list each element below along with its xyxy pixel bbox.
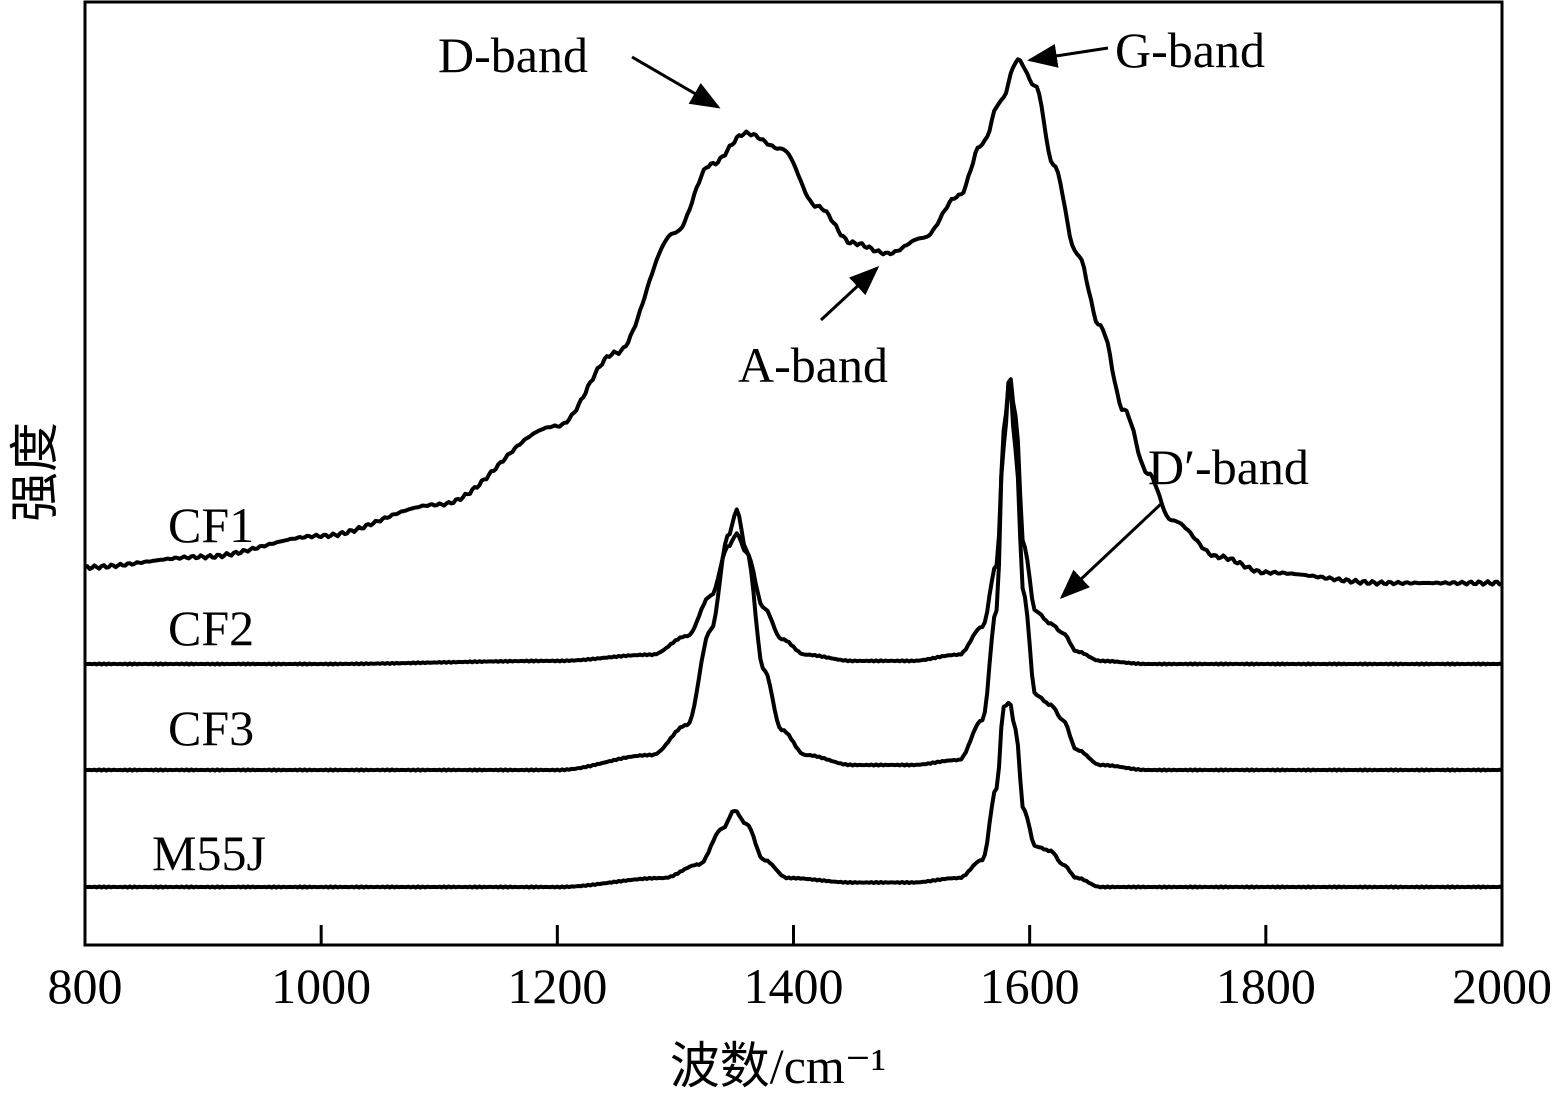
spectrum-lines — [84, 57, 1503, 890]
x-tick-label: 1600 — [980, 958, 1080, 1014]
x-axis-ticks: 800 1000 1200 1400 1600 1800 2000 — [48, 925, 1552, 1014]
series-line-cf3 — [84, 382, 1503, 773]
x-tick-label: 1000 — [271, 958, 371, 1014]
band-annotations: D-band G-band A-band D′-band — [438, 22, 1309, 600]
series-line-cf2 — [84, 377, 1503, 667]
annotation-arrow-aband — [819, 265, 880, 322]
annotation-label-gband: G-band — [1115, 22, 1265, 78]
annotation-arrow-dband — [1059, 501, 1164, 600]
y-axis-label: 强度 — [7, 422, 63, 522]
annotation-arrow-gband — [1027, 44, 1109, 68]
annotation-arrow-dband — [631, 55, 721, 109]
series-label-cf2: CF2 — [168, 600, 254, 656]
series-line-cf1 — [84, 57, 1503, 587]
series-label-m55j: M55J — [152, 825, 266, 881]
annotation-label-dband: D-band — [438, 27, 588, 83]
x-tick-label: 1200 — [507, 958, 607, 1014]
series-line-m55j — [84, 701, 1503, 890]
x-tick-label: 800 — [48, 958, 123, 1014]
x-tick-label: 2000 — [1452, 958, 1552, 1014]
series-label-cf1: CF1 — [168, 497, 254, 553]
x-tick-label: 1800 — [1216, 958, 1316, 1014]
series-label-cf3: CF3 — [168, 700, 254, 756]
annotation-label-dband: D′-band — [1148, 439, 1309, 495]
x-axis-label: 波数/cm⁻¹ — [670, 1038, 886, 1094]
x-tick-label: 1400 — [744, 958, 844, 1014]
annotation-label-aband: A-band — [738, 337, 888, 393]
series-labels: CF1 CF2 CF3 M55J — [152, 497, 266, 881]
